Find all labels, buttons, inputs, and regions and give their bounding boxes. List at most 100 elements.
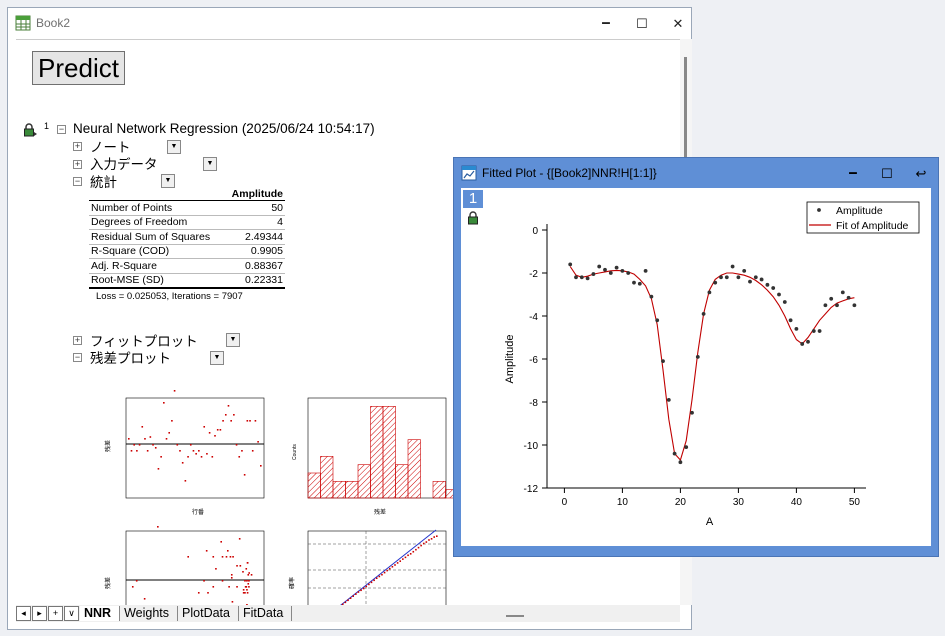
notes-dropdown[interactable]: ▼ bbox=[167, 140, 181, 154]
hscroll-thumb[interactable] bbox=[506, 615, 524, 617]
residual-fit-point bbox=[248, 586, 250, 588]
fit-plot-node[interactable]: フィットプロット bbox=[90, 334, 198, 349]
residual-point bbox=[230, 420, 232, 422]
probability-point bbox=[394, 564, 396, 566]
residual-point bbox=[222, 420, 224, 422]
plot-restore-button[interactable]: ↩ bbox=[915, 166, 927, 181]
probability-point bbox=[355, 593, 357, 595]
residual-vs-fit-plot[interactable]: 残差 bbox=[104, 525, 274, 606]
fitplot-dropdown[interactable]: ▼ bbox=[226, 333, 240, 347]
probability-points bbox=[339, 535, 438, 606]
residual-point bbox=[192, 450, 195, 452]
x-tick-label: 30 bbox=[733, 497, 745, 508]
stats-dropdown[interactable]: ▼ bbox=[161, 174, 175, 188]
data-point bbox=[655, 318, 660, 323]
close-button[interactable]: ✕ bbox=[672, 16, 684, 31]
data-point bbox=[817, 329, 822, 333]
lock-icon[interactable] bbox=[466, 211, 480, 225]
tab-fitdata[interactable]: FitData bbox=[239, 606, 293, 621]
residual-fit-point bbox=[157, 526, 159, 528]
residual-fit-point bbox=[245, 568, 248, 570]
expand-fitplot-toggle[interactable]: + bbox=[73, 335, 82, 345]
fitted-chart: 0 10 20 30 40 50 0 -2 -4 -6 -8 -10 -12 A Amplitude Ampl… bbox=[504, 201, 920, 528]
data-point bbox=[811, 329, 816, 333]
maximize-button[interactable]: ☐ bbox=[636, 16, 648, 31]
input-dropdown[interactable]: ▼ bbox=[203, 157, 217, 171]
data-point bbox=[782, 300, 787, 304]
add-sheet-button[interactable]: + bbox=[48, 606, 63, 621]
minimize-button[interactable]: 🗕 bbox=[601, 14, 611, 29]
residual-point bbox=[181, 462, 184, 464]
data-point bbox=[603, 267, 607, 272]
horizontal-scrollbar[interactable] bbox=[486, 612, 676, 622]
collapse-residual-toggle[interactable]: − bbox=[73, 352, 82, 362]
y-tick-label: 0 bbox=[532, 226, 538, 237]
legend-marker bbox=[817, 208, 821, 212]
residual-fit-point bbox=[232, 556, 234, 558]
plot-maximize-button[interactable]: ☐ bbox=[881, 166, 893, 181]
residual-vs-order-plot[interactable]: 残差 行番 bbox=[104, 390, 274, 520]
residual-fit-point bbox=[248, 580, 250, 582]
x-tick-label: 0 bbox=[562, 497, 568, 508]
collapse-stats-toggle[interactable]: − bbox=[73, 176, 82, 186]
expand-input-toggle[interactable]: + bbox=[73, 159, 82, 169]
book-titlebar[interactable]: Book2 bbox=[8, 8, 691, 38]
residual-plot-node[interactable]: 残差プロット bbox=[90, 351, 171, 366]
probability-point bbox=[407, 554, 409, 557]
histogram-bar bbox=[307, 472, 321, 499]
stats-node[interactable]: 統計 bbox=[90, 175, 117, 190]
predict-button[interactable]: Predict bbox=[32, 51, 125, 85]
residual-fit-point bbox=[242, 571, 244, 573]
layer-indicator[interactable]: 1 bbox=[463, 190, 483, 208]
data-point bbox=[759, 277, 764, 282]
sheet-list-button[interactable]: ∨ bbox=[64, 606, 79, 621]
residual-dropdown[interactable]: ▼ bbox=[210, 351, 224, 365]
stats-label: Adj. R-Square bbox=[89, 258, 225, 274]
residual-fit-point bbox=[143, 598, 146, 600]
residual-fit-point bbox=[236, 586, 238, 588]
lock-icon[interactable] bbox=[23, 123, 38, 137]
data-point bbox=[649, 294, 654, 299]
tab-next-button[interactable]: ▸ bbox=[32, 606, 47, 621]
tab-nnr[interactable]: NNR bbox=[80, 606, 121, 621]
probability-point bbox=[409, 553, 412, 555]
residual-fit-point bbox=[220, 541, 222, 543]
data-point bbox=[748, 279, 752, 284]
probability-point bbox=[352, 595, 355, 597]
notes-node[interactable]: ノート bbox=[90, 140, 131, 155]
tab-plotdata[interactable]: PlotData bbox=[178, 606, 239, 621]
residual-point bbox=[211, 456, 214, 458]
residual-point bbox=[160, 456, 162, 458]
residual-fit-point bbox=[236, 565, 238, 567]
tab-weights[interactable]: Weights bbox=[120, 606, 179, 621]
data-point bbox=[788, 318, 793, 323]
data-point bbox=[568, 262, 573, 267]
residual-fit-point bbox=[228, 586, 230, 588]
expand-notes-toggle[interactable]: + bbox=[73, 141, 82, 151]
plot-area[interactable]: 1 0 10 20 30 40 50 0 -2 -4 -6 -8 -10 -12 A Amplitude Am… bbox=[461, 188, 931, 546]
residual-fit-point bbox=[187, 556, 189, 558]
plot-minimize-button[interactable]: 🗕 bbox=[848, 164, 858, 179]
residual-fit-point bbox=[227, 550, 229, 552]
collapse-report-toggle[interactable]: − bbox=[57, 124, 66, 134]
tab-prev-button[interactable]: ◂ bbox=[16, 606, 31, 621]
probability-point bbox=[391, 565, 394, 568]
normal-probability-plot[interactable]: 確率 bbox=[286, 525, 456, 606]
residual-point bbox=[189, 444, 192, 446]
input-data-node[interactable]: 入力データ bbox=[90, 157, 158, 172]
data-point bbox=[585, 276, 590, 281]
data-point bbox=[701, 311, 706, 316]
legend-label: Amplitude bbox=[836, 205, 883, 217]
x-tick-label: 10 bbox=[617, 497, 629, 508]
probability-point bbox=[402, 558, 404, 560]
data-point bbox=[736, 275, 741, 280]
residual-point bbox=[200, 456, 203, 458]
residual-point bbox=[165, 438, 168, 440]
data-point bbox=[724, 275, 729, 280]
histogram-bar bbox=[407, 439, 421, 499]
residual-histogram-plot[interactable]: Counts 残差 bbox=[286, 390, 456, 520]
scroll-thumb[interactable] bbox=[684, 57, 687, 227]
residual-fit-points bbox=[131, 526, 253, 606]
plot-titlebar[interactable]: Fitted Plot - {[Book2]NNR!H[1:1]} bbox=[454, 158, 938, 188]
residual-points bbox=[128, 390, 262, 482]
